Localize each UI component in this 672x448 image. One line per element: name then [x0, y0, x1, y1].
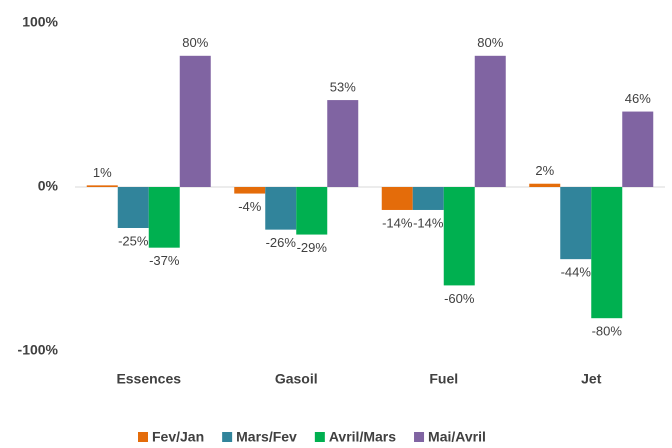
bar: [86, 185, 118, 187]
data-label: -14%: [413, 215, 444, 230]
data-label: 80%: [477, 35, 503, 50]
legend-label: Mai/Avril: [428, 429, 486, 445]
y-tick-label: 0%: [38, 178, 59, 194]
x-tick-label: Jet: [581, 371, 602, 387]
x-tick-label: Essences: [116, 371, 181, 387]
data-label: 80%: [182, 35, 208, 50]
bar: [148, 187, 180, 248]
x-tick-label: Fuel: [429, 371, 458, 387]
data-label: 53%: [330, 80, 356, 95]
bar: [622, 111, 654, 187]
bar: [117, 187, 149, 228]
bar: [591, 187, 623, 319]
data-label: -60%: [444, 291, 475, 306]
y-tick-label: 100%: [22, 14, 58, 30]
data-label: -29%: [297, 240, 328, 255]
data-label: -37%: [149, 253, 180, 268]
data-label: -44%: [561, 265, 592, 280]
bar: [296, 187, 328, 235]
data-label: 46%: [625, 91, 651, 106]
legend-swatch: [138, 432, 148, 442]
data-label: -25%: [118, 233, 149, 248]
y-tick-label: -100%: [18, 342, 59, 358]
bar: [560, 187, 592, 260]
data-label: 1%: [93, 165, 112, 180]
legend-swatch: [414, 432, 425, 442]
bar: [234, 187, 266, 194]
legend-label: Avril/Mars: [329, 429, 396, 445]
legend-swatch: [314, 432, 325, 442]
legend-swatch: [222, 432, 233, 442]
data-label: -4%: [238, 199, 262, 214]
data-label: -80%: [592, 324, 623, 339]
bar: [474, 55, 506, 187]
bar: [529, 183, 561, 187]
legend-label: Mars/Fev: [236, 429, 297, 445]
bar: [443, 187, 475, 286]
legend-label: Fev/Jan: [152, 429, 204, 445]
bar: [327, 100, 359, 187]
x-tick-label: Gasoil: [275, 371, 318, 387]
bar: [265, 187, 297, 230]
bar: [381, 187, 413, 210]
data-label: 2%: [535, 163, 554, 178]
bar: [412, 187, 444, 210]
data-label: -26%: [266, 235, 297, 250]
bar: [179, 55, 211, 187]
data-label: -14%: [382, 215, 413, 230]
